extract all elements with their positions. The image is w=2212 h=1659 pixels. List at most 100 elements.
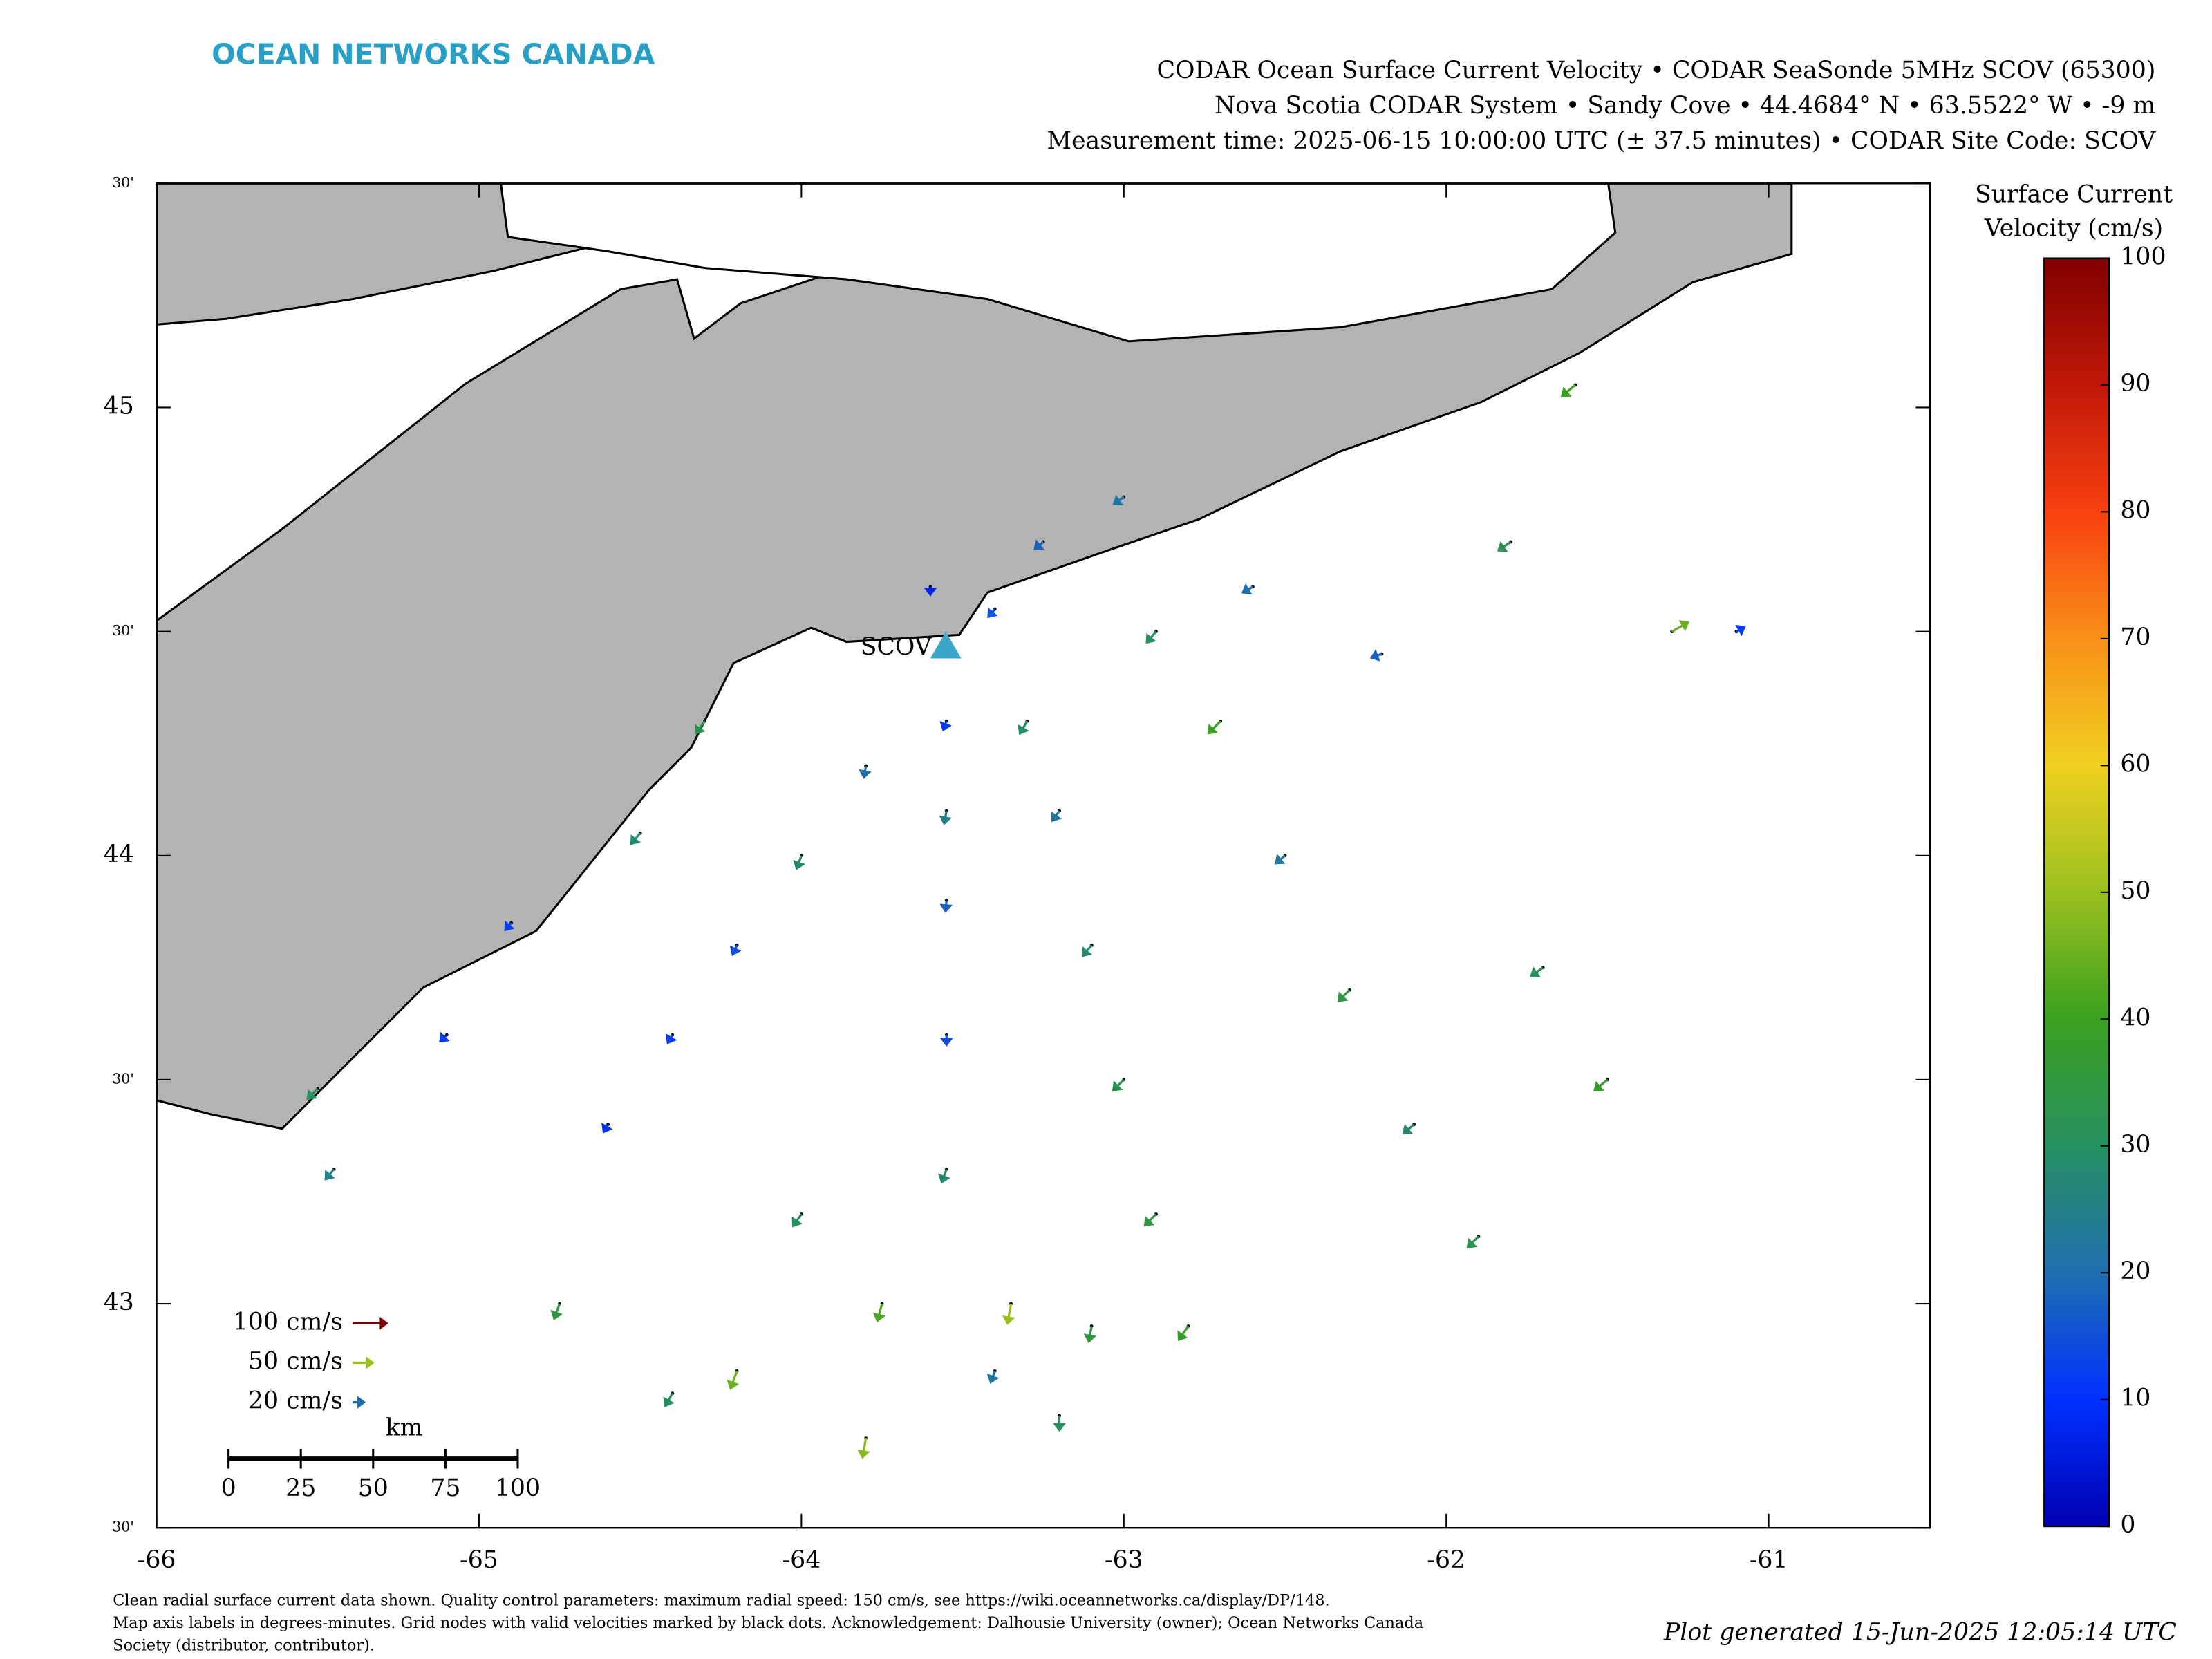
colorbar	[2043, 257, 2110, 1528]
velocity-arrow	[1671, 620, 1690, 633]
velocity-arrow	[872, 1303, 886, 1323]
legend-label: 20 cm/s	[248, 1387, 343, 1415]
scale-bar-unit: km	[386, 1414, 423, 1441]
velocity-arrow	[1051, 809, 1062, 823]
velocity-arrow	[857, 1438, 870, 1459]
site-label: SCOV	[861, 633, 932, 661]
velocity-arrow	[353, 1316, 388, 1330]
velocity-arrow	[727, 1370, 740, 1390]
x-tick-label: -63	[1105, 1546, 1143, 1574]
velocity-arrow	[1112, 494, 1125, 506]
site-marker	[930, 631, 962, 659]
velocity-arrow	[1735, 624, 1746, 637]
velocity-arrow	[1018, 720, 1029, 735]
velocity-arrow	[986, 1370, 1000, 1384]
velocity-arrow	[987, 607, 998, 619]
colorbar-tick-label: 10	[2120, 1385, 2150, 1412]
velocity-arrow	[504, 920, 515, 932]
velocity-arrow	[1369, 649, 1382, 662]
velocity-arrow	[666, 1033, 677, 1044]
velocity-arrow	[1560, 384, 1576, 397]
velocity-arrow	[1274, 854, 1286, 865]
velocity-arrow	[791, 1213, 803, 1228]
velocity-arrow	[663, 1392, 675, 1407]
velocity-arrow	[439, 1031, 450, 1043]
colorbar-tick-label: 80	[2120, 496, 2150, 524]
colorbar-tick-label: 70	[2120, 624, 2150, 651]
velocity-arrow	[630, 832, 641, 845]
velocity-arrow	[939, 900, 953, 913]
y-tick-label: 30'	[112, 1070, 134, 1087]
velocity-arrow	[1207, 720, 1221, 735]
x-tick-label: -62	[1427, 1546, 1465, 1574]
velocity-arrow	[1145, 630, 1157, 644]
velocity-arrow	[939, 1035, 953, 1047]
title-line: CODAR Ocean Surface Current Velocity • C…	[1156, 57, 2155, 84]
colorbar-tick-label: 20	[2120, 1257, 2150, 1285]
colorbar-tick-label: 60	[2120, 750, 2150, 778]
velocity-arrow	[550, 1303, 563, 1320]
x-tick-label: -66	[138, 1546, 176, 1574]
colorbar-tick-label: 90	[2120, 370, 2150, 397]
legend-label: 50 cm/s	[248, 1347, 343, 1375]
velocity-arrow	[1593, 1078, 1609, 1091]
legend-label: 100 cm/s	[233, 1308, 343, 1335]
velocity-arrow	[924, 586, 937, 597]
velocity-arrow	[793, 855, 805, 870]
velocity-arrow	[1530, 966, 1544, 977]
velocity-arrow	[1337, 989, 1351, 1002]
velocity-arrow	[353, 1356, 375, 1369]
velocity-arrow	[1497, 541, 1512, 552]
velocity-arrow	[1402, 1123, 1415, 1135]
scale-tick-label: 25	[285, 1474, 316, 1502]
colorbar-title: Velocity (cm/s)	[1984, 215, 2163, 243]
x-tick-label: -65	[460, 1546, 498, 1574]
velocity-arrow	[1241, 583, 1254, 595]
velocity-arrow	[324, 1168, 335, 1181]
velocity-arrow	[695, 720, 706, 735]
scale-tick-label: 100	[495, 1474, 541, 1502]
colorbar-tick-label: 0	[2120, 1511, 2135, 1539]
y-tick-label: 30'	[112, 622, 134, 639]
velocity-arrow	[1033, 539, 1044, 550]
scale-tick-label: 50	[358, 1474, 388, 1502]
velocity-arrow	[729, 944, 742, 956]
footer-line: Society (distributor, contributor).	[113, 1637, 375, 1655]
logo: OCEAN NETWORKS CANADA	[212, 38, 655, 71]
x-tick-label: -64	[782, 1546, 821, 1574]
velocity-arrow	[353, 1396, 366, 1409]
velocity-arrow	[1053, 1416, 1066, 1432]
footer-line: Map axis labels in degrees-minutes. Grid…	[113, 1614, 1423, 1632]
velocity-arrow	[601, 1123, 613, 1134]
velocity-arrow	[939, 720, 952, 732]
scale-tick-label: 75	[430, 1474, 460, 1502]
velocity-arrow	[1466, 1235, 1480, 1249]
footer-line: Clean radial surface current data shown.…	[113, 1591, 1329, 1609]
land	[156, 183, 1793, 1130]
velocity-arrow	[1143, 1213, 1157, 1227]
title-line: Measurement time: 2025-06-15 10:00:00 UT…	[1047, 127, 2156, 155]
velocity-arrow	[859, 765, 872, 779]
scale-tick-label: 0	[221, 1474, 236, 1502]
generated: Plot generated 15-Jun-2025 12:05:14 UTC	[1663, 1618, 2177, 1646]
colorbar-tick-label: 40	[2120, 1004, 2150, 1031]
y-tick-label: 45	[104, 392, 134, 420]
colorbar-title: Surface Current	[1975, 181, 2173, 209]
vectors	[306, 383, 1746, 1459]
velocity-arrow	[1177, 1325, 1190, 1342]
y-tick-label: 44	[104, 841, 134, 868]
y-tick-label: 30'	[112, 1519, 134, 1535]
velocity-arrow	[1083, 1326, 1097, 1344]
velocity-arrow	[1081, 944, 1093, 957]
velocity-arrow	[1002, 1303, 1015, 1325]
y-tick-label: 30'	[112, 174, 134, 191]
colorbar-tick-label: 100	[2120, 243, 2166, 270]
velocity-arrow	[938, 1169, 950, 1184]
colorbar-tick-label: 30	[2120, 1131, 2150, 1159]
colorbar-tick-label: 50	[2120, 877, 2150, 905]
velocity-arrow	[939, 810, 953, 825]
title-line: Nova Scotia CODAR System • Sandy Cove • …	[1215, 92, 2155, 120]
y-tick-label: 43	[104, 1288, 134, 1316]
